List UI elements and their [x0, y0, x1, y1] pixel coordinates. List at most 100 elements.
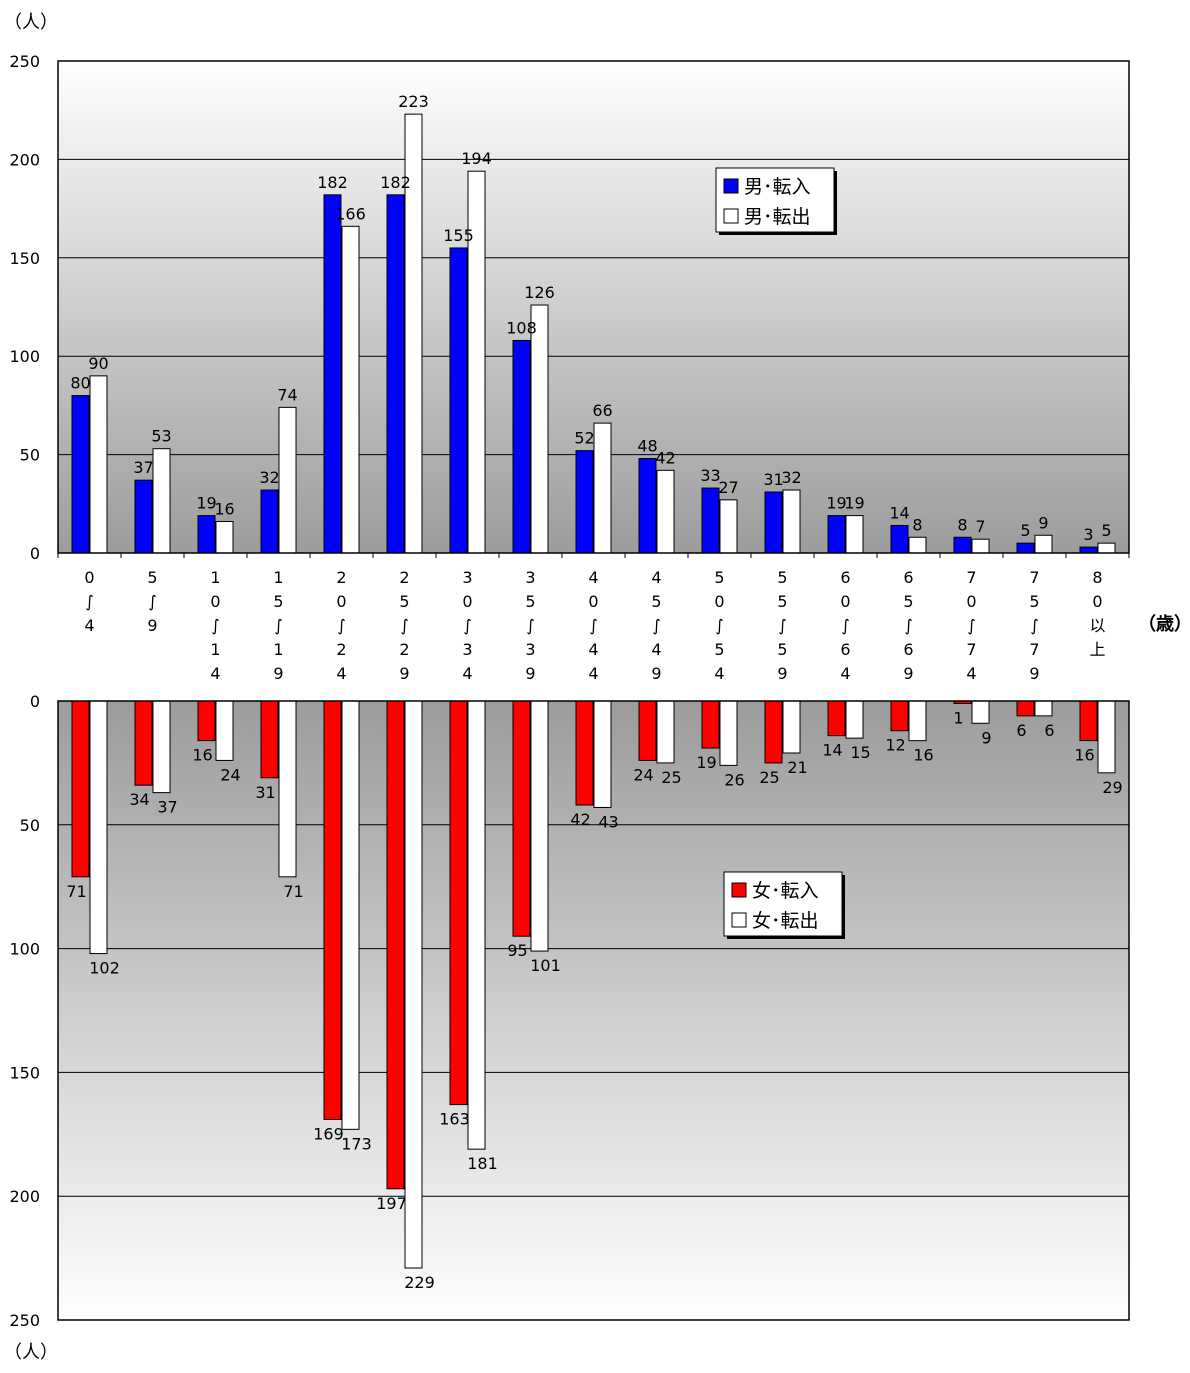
data-label-male-out: 90 — [88, 354, 108, 373]
x-category-label: 5 — [147, 568, 157, 587]
data-label-male-out: 9 — [1038, 513, 1048, 532]
x-category-label: 9 — [903, 664, 913, 683]
data-label-male-out: 42 — [655, 448, 675, 467]
legend-label: 女･転出 — [752, 910, 819, 932]
bar-male-out — [1097, 542, 1116, 554]
x-category-label: ∫ — [211, 616, 219, 635]
data-label-male-out: 53 — [151, 427, 171, 446]
y-tick-label-male: 150 — [9, 249, 40, 268]
data-label-male-in: 155 — [443, 226, 474, 245]
data-label-male-in: 182 — [380, 173, 411, 192]
y-tick-label-male: 200 — [9, 150, 40, 169]
x-category-label: 上 — [1089, 640, 1105, 659]
y-tick-label-male: 100 — [9, 347, 40, 366]
bar-male-out — [908, 536, 927, 554]
y-tick-label-female: 200 — [9, 1187, 40, 1206]
y-tick-label-female: 250 — [9, 1311, 40, 1330]
x-category-label: ∫ — [652, 616, 660, 635]
x-category-label: 1 — [273, 640, 283, 659]
bar-female-in — [764, 700, 783, 764]
x-category-label: ∫ — [841, 616, 849, 635]
x-category-label: 5 — [1029, 592, 1039, 611]
bar-male-in — [764, 491, 783, 554]
data-label-female-in: 6 — [1016, 721, 1026, 740]
bar-female-out — [152, 700, 171, 794]
bar-female-out — [593, 700, 612, 808]
data-label-male-in: 182 — [317, 173, 348, 192]
bar-male-out — [278, 406, 297, 554]
data-label-female-in: 31 — [255, 783, 275, 802]
y-tick-label-male: 250 — [9, 52, 40, 71]
x-category-label: 6 — [840, 640, 850, 659]
x-category-label: 5 — [903, 592, 913, 611]
x-category-label: 9 — [525, 664, 535, 683]
data-label-male-out: 7 — [975, 517, 985, 536]
legend-label: 女･転入 — [752, 880, 819, 902]
data-label-male-in: 37 — [133, 458, 153, 477]
bar-female-in — [323, 700, 342, 1120]
y-tick-label-female: 50 — [20, 816, 40, 835]
x-category-label: 0 — [840, 592, 850, 611]
x-category-label: ∫ — [904, 616, 912, 635]
x-category-label: 4 — [651, 640, 661, 659]
bar-female-out — [89, 700, 108, 955]
x-category-label: 1 — [210, 568, 220, 587]
bar-female-out — [1097, 700, 1116, 774]
x-category-label: 0 — [210, 592, 220, 611]
x-category-label: 6 — [840, 568, 850, 587]
bar-male-in — [134, 479, 153, 554]
bar-male-out — [341, 225, 360, 554]
bar-female-out — [1034, 700, 1053, 717]
bar-female-in — [1016, 700, 1035, 717]
x-category-label: ∫ — [526, 616, 534, 635]
x-category-label: 4 — [840, 664, 850, 683]
y-tick-label-female: 150 — [9, 1063, 40, 1082]
data-label-female-out: 71 — [283, 882, 303, 901]
data-label-male-out: 74 — [277, 385, 297, 404]
x-category-label: 4 — [588, 664, 598, 683]
x-category-label: 5 — [777, 592, 787, 611]
x-category-label: 4 — [336, 664, 346, 683]
data-label-female-in: 71 — [66, 882, 86, 901]
bar-male-in — [890, 524, 909, 554]
x-category-label: 7 — [1029, 568, 1039, 587]
data-label-male-out: 16 — [214, 500, 234, 519]
data-label-female-out: 181 — [467, 1154, 498, 1173]
y-tick-label-male: 50 — [20, 446, 40, 465]
x-category-label: ∫ — [85, 592, 93, 611]
x-category-label: ∫ — [400, 616, 408, 635]
x-category-label: 1 — [210, 640, 220, 659]
y-tick-label-female: 0 — [30, 692, 40, 711]
x-category-label: ∫ — [715, 616, 723, 635]
bar-female-out — [467, 700, 486, 1150]
bar-male-in — [575, 450, 594, 554]
data-label-female-in: 25 — [759, 768, 779, 787]
legend-swatch — [731, 912, 747, 928]
x-category-label: ∫ — [1030, 616, 1038, 635]
data-label-female-out: 173 — [341, 1134, 372, 1153]
x-category-label: 4 — [714, 664, 724, 683]
data-label-male-in: 8 — [957, 515, 967, 534]
x-category-label: 4 — [84, 616, 94, 635]
x-category-label: 0 — [1092, 592, 1102, 611]
x-category-label: 7 — [966, 568, 976, 587]
bar-male-out — [845, 515, 864, 554]
x-category-label: 5 — [714, 640, 724, 659]
bar-female-in — [386, 700, 405, 1190]
legend-swatch — [723, 178, 739, 194]
y-tick-label-female: 100 — [9, 940, 40, 959]
x-category-label: ∫ — [148, 592, 156, 611]
x-category-label: ∫ — [589, 616, 597, 635]
data-label-female-in: 16 — [1074, 746, 1094, 765]
x-category-label: 以 — [1089, 616, 1105, 635]
bar-male-in — [701, 487, 720, 554]
x-category-label: ∫ — [967, 616, 975, 635]
x-category-label: ∫ — [337, 616, 345, 635]
x-category-label: 4 — [462, 664, 472, 683]
x-category-label: 0 — [714, 592, 724, 611]
legend-label: 男･転入 — [744, 176, 811, 198]
bar-female-out — [278, 700, 297, 878]
bar-female-out — [341, 700, 360, 1130]
bar-male-in — [827, 515, 846, 554]
bar-female-out — [656, 700, 675, 764]
